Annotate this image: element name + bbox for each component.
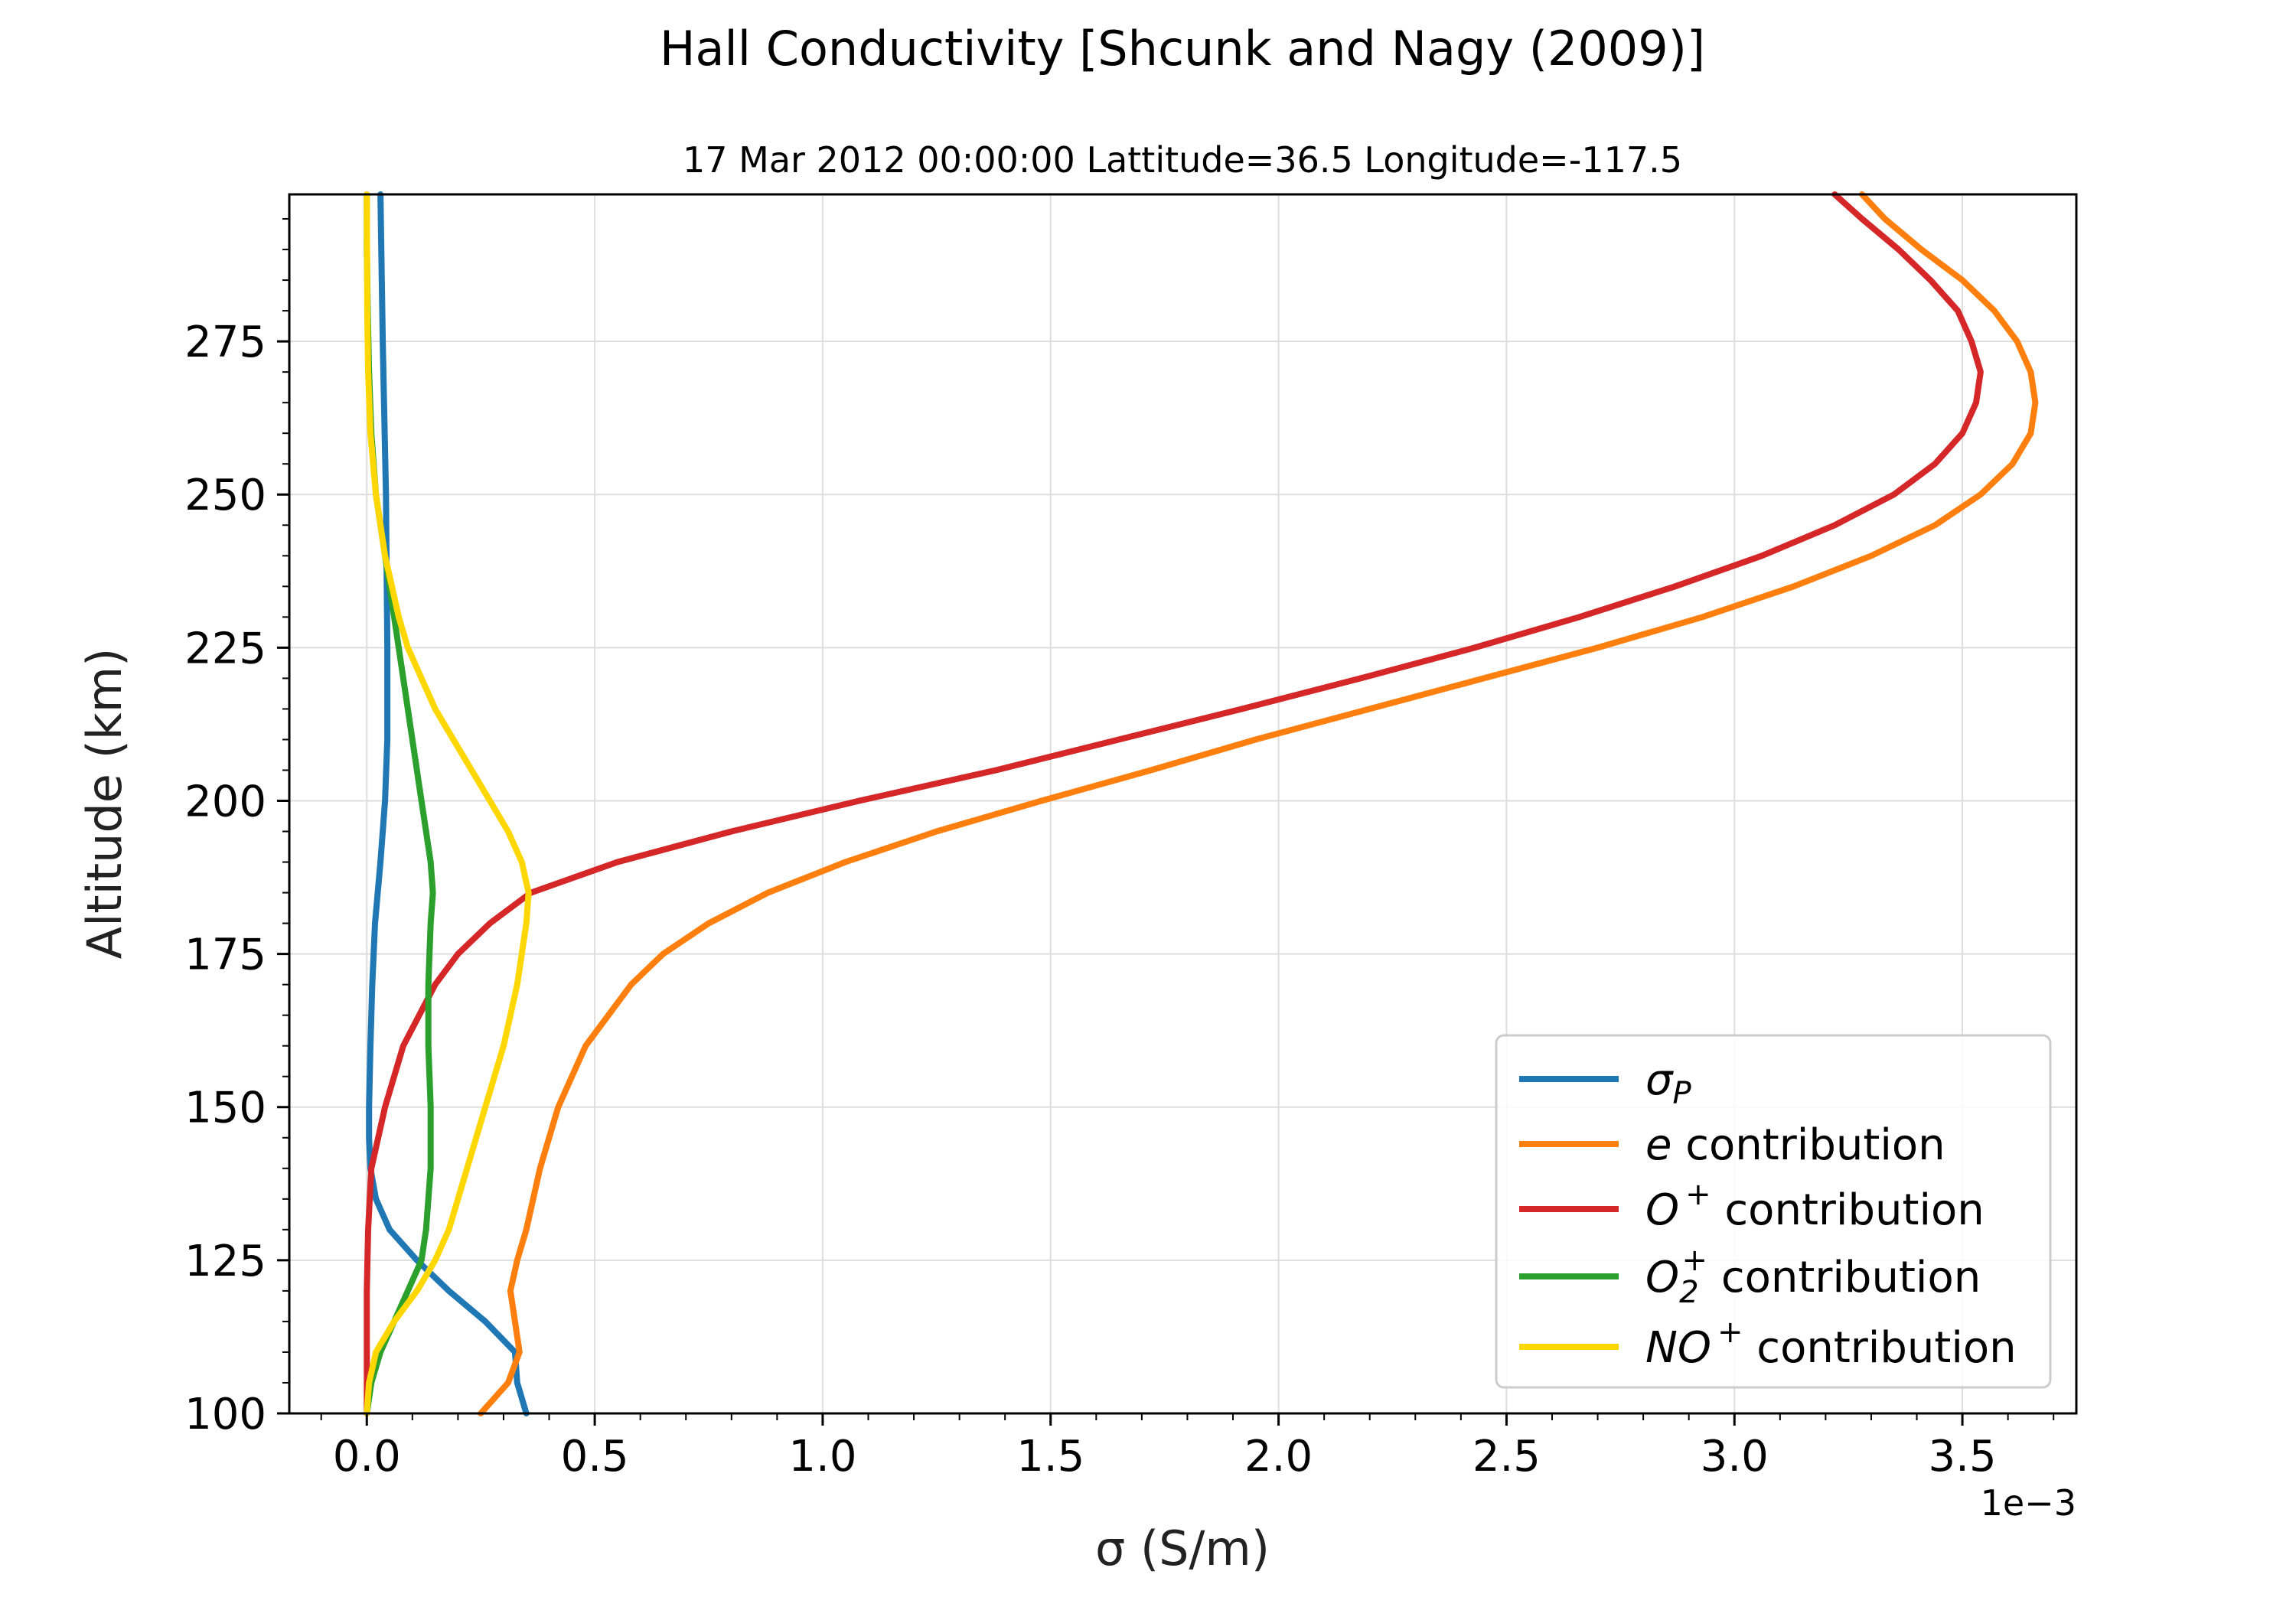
x-tick-label: 1.5 [1016,1432,1084,1482]
y-tick-label: 100 [184,1390,266,1439]
y-tick-label: 125 [184,1237,266,1286]
legend-entry: σP [1645,1055,1692,1111]
axis-ticks: 0.0 0.5 1.0 1.5 2.0 2.5 3.0 3.5 100 125 150 175 200 2… [184,218,2055,1482]
x-axis-label: σ (S/m) [1095,1521,1270,1576]
x-tick-label: 3.5 [1929,1432,1997,1482]
y-tick-label: 225 [184,624,266,673]
series-line-e-contribution [478,191,2039,1416]
legend-entry: O + contribution [1645,1177,1985,1235]
series-line-no-contribution [364,191,532,1416]
x-tick-label: 0.0 [333,1432,401,1482]
legend: σP e contribution O + contribution O2+ contr… [1495,1034,2052,1389]
y-axis-label: Altitude (km) [77,648,132,960]
series-line-p [366,191,530,1416]
chart-subtitle: 17 Mar 2012 00:00:00 Lattitude=36.5 Long… [683,139,1682,181]
grid-lines [289,194,2076,1414]
legend-entry: e contribution [1645,1120,1945,1170]
legend-entry: O2+ contribution [1645,1243,1981,1310]
y-tick-label: 150 [184,1084,266,1133]
y-tick-label: 275 [184,318,266,367]
x-tick-label: 2.0 [1244,1432,1313,1482]
y-tick-label: 200 [184,777,266,826]
series-line-o-contribution [364,191,1984,1416]
series-line-o2-contribution [364,191,436,1416]
y-tick-label: 250 [184,471,266,520]
x-tick-label: 0.5 [561,1432,629,1482]
series-lines [364,191,2039,1416]
x-tick-label: 3.0 [1701,1432,1769,1482]
plot-frame [288,193,2078,1415]
chart-title: Hall Conductivity [Shcunk and Nagy (2009… [660,21,1705,77]
x-offset-label: 1e−3 [1981,1482,2076,1524]
legend-box [1495,1034,2052,1389]
x-tick-label: 2.5 [1473,1432,1541,1482]
legend-entry: NO + contribution [1645,1315,2017,1373]
y-tick-label: 175 [184,931,266,980]
x-tick-label: 1.0 [788,1432,856,1482]
